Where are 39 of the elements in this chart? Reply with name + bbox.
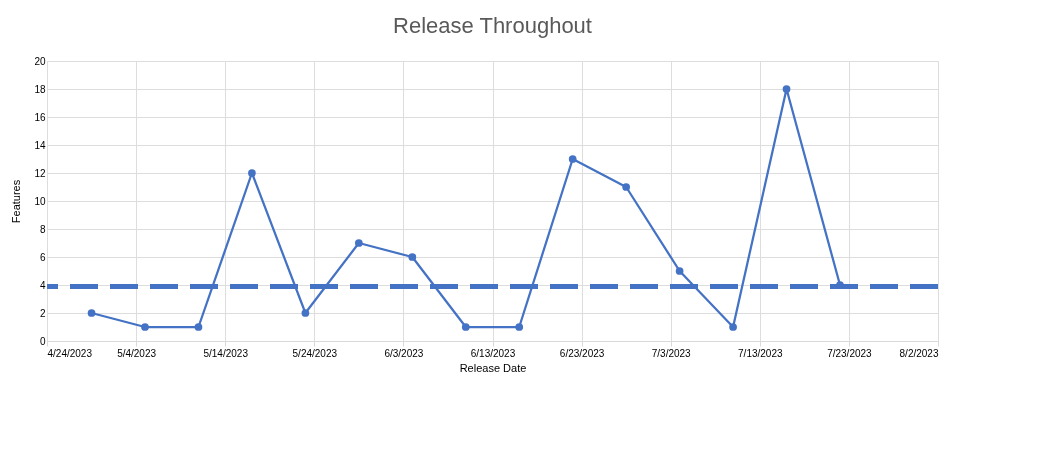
y-tick-label: 6 [39,251,46,263]
point [87,309,96,317]
y-tick-label: 2 [39,307,46,319]
point [622,183,631,191]
y-tick-label: 12 [34,167,46,179]
y-axis-title: Features [10,179,23,224]
y-tick-label: 0 [39,335,46,347]
x-tick-label: 4/24/2023 [47,347,93,359]
x-tick-label: 5/14/2023 [203,347,249,359]
point [141,323,149,331]
point [301,309,310,317]
x-tick-label: 8/2/2023 [899,347,939,359]
point [782,85,791,93]
x-tick-label: 6/23/2023 [559,347,605,359]
x-tick-label: 6/3/2023 [384,347,424,359]
point [461,323,470,331]
point [408,253,417,261]
chart-title: Release Throughout [393,13,592,38]
x-tick-label: 7/13/2023 [738,347,783,359]
y-tick-label: 10 [34,195,46,207]
point [568,155,577,163]
x-tick-label: 6/13/2023 [470,347,516,359]
y-tick-label: 4 [39,279,46,291]
y-tick-label: 18 [34,83,46,95]
x-tick-label: 5/24/2023 [292,347,338,359]
x-tick-label: 5/4/2023 [117,347,157,359]
point [248,169,256,177]
x-tick-label: 7/3/2023 [651,347,692,359]
x-axis-title: Release Date [459,361,527,374]
point [354,239,363,247]
y-tick-label: 20 [34,55,46,67]
y-tick-label: 14 [34,139,46,151]
x-tick-label: 7/23/2023 [827,347,873,359]
point [194,323,203,331]
point [515,323,524,331]
y-tick-label: 8 [39,223,46,235]
y-tick-label: 16 [34,111,46,123]
point [675,267,684,275]
point [729,323,737,331]
